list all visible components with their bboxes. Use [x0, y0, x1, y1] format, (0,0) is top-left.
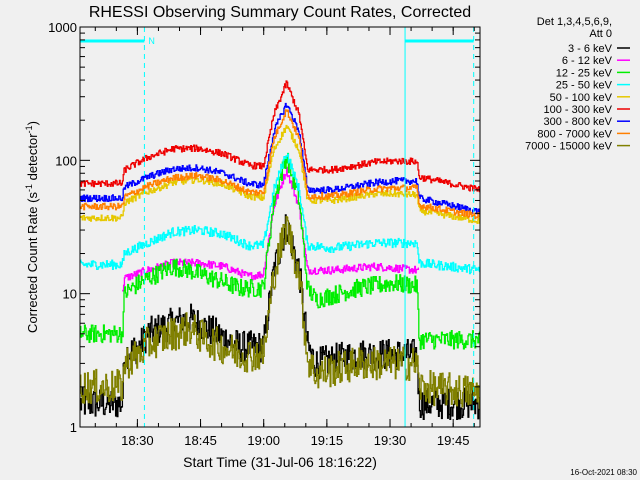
legend-label-2: 12 - 25 keV: [556, 67, 613, 79]
legend-label-3: 25 - 50 keV: [556, 80, 613, 92]
series-line-4: [80, 124, 481, 225]
legend-label-0: 3 - 6 keV: [568, 43, 613, 55]
x-tick-label-4: 19:30: [374, 433, 407, 448]
series-traces: [80, 80, 481, 420]
chart-title: RHESSI Observing Summary Count Rates, Co…: [89, 4, 471, 21]
legend-label-4: 50 - 100 keV: [550, 92, 613, 104]
night-marker-label: N: [148, 36, 155, 46]
y-tick-label-2: 100: [55, 153, 77, 168]
legend-label-1: 6 - 12 keV: [562, 55, 613, 67]
series-line-7: [80, 109, 481, 220]
x-tick-label-3: 19:15: [311, 433, 344, 448]
y-tick-label-1: 10: [63, 287, 77, 302]
legend-label-6: 300 - 800 keV: [544, 116, 613, 128]
y-tick-label-0: 1: [70, 420, 77, 435]
x-tick-label-2: 19:00: [247, 433, 280, 448]
footer-date: 16-Oct-2021 08:30: [570, 468, 637, 477]
legend-label-8: 7000 - 15000 keV: [525, 141, 613, 153]
x-tick-label-0: 18:30: [121, 433, 154, 448]
series-line-8: [80, 216, 481, 410]
x-axis-label: Start Time (31-Jul-06 18:16:22): [183, 454, 377, 470]
x-tick-label-5: 19:45: [437, 433, 470, 448]
y-axis-label: Corrected Count Rate (s-1 detector-1): [24, 121, 40, 333]
labels: RHESSI Observing Summary Count Rates, Co…: [24, 4, 638, 477]
legend-label-7: 800 - 7000 keV: [537, 128, 612, 140]
series-line-2: [80, 152, 481, 350]
series-line-5: [80, 80, 481, 193]
y-tick-label-3: 1000: [48, 20, 77, 35]
series-line-3: [80, 153, 481, 275]
legend-header-1: Att 0: [589, 28, 612, 40]
axes: 18:30 18:45 19:00 19:15 19:30 19:45 1 10 100 1000: [48, 20, 481, 448]
legend-header-0: Det 1,3,4,5,6,9,: [537, 16, 612, 28]
plot-frame: [79, 26, 481, 428]
legend-label-5: 100 - 300 keV: [544, 104, 613, 116]
x-tick-label-1: 18:45: [184, 433, 217, 448]
series-line-6: [80, 102, 481, 215]
